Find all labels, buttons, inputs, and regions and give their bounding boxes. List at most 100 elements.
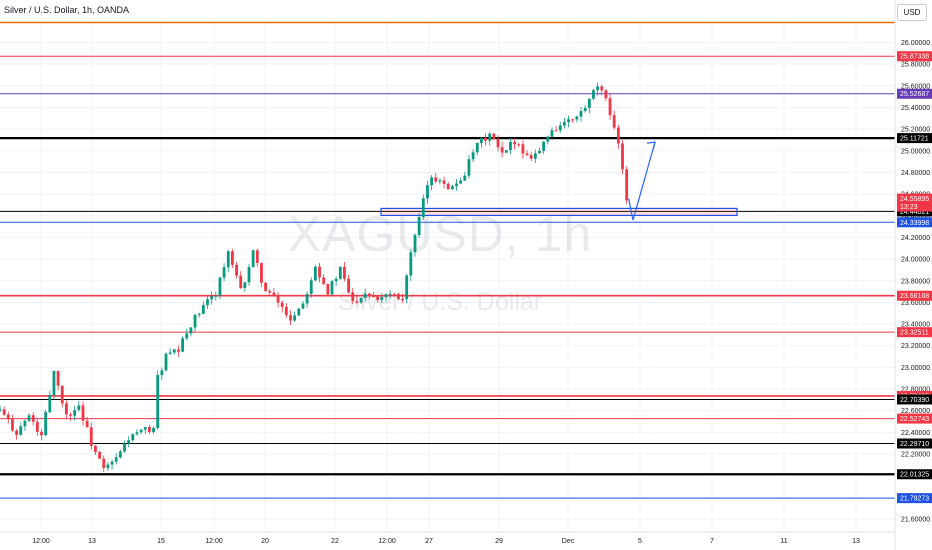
candle-body	[276, 296, 280, 303]
currency-button[interactable]: USD	[897, 4, 927, 21]
candle-body	[251, 250, 255, 268]
price-tag-bg	[897, 413, 932, 424]
candle-body	[110, 461, 114, 465]
price-tag-bg	[897, 133, 932, 144]
candle-body	[231, 251, 234, 265]
candle-body	[446, 183, 450, 190]
candle-body	[77, 405, 81, 410]
candle-body	[434, 177, 438, 182]
candle-body	[193, 314, 197, 328]
candle-body	[355, 301, 359, 303]
price-tick-label: 23.60000	[901, 300, 930, 307]
candle-body	[500, 147, 504, 153]
candle-body	[314, 266, 317, 281]
candle-body	[268, 291, 272, 293]
time-tick-label: 20	[261, 538, 269, 545]
price-tag-bg	[897, 88, 932, 99]
candle-body	[48, 395, 52, 413]
candle-body	[106, 464, 110, 469]
candle-body	[318, 266, 321, 278]
candle-body	[467, 159, 471, 176]
candle-body	[504, 150, 508, 153]
candle-body	[542, 141, 546, 151]
price-tag-label: 23.32511	[900, 330, 929, 337]
time-tick-label: 29	[495, 538, 503, 545]
candle-body	[127, 440, 131, 444]
price-tick-label: 25.60000	[901, 83, 930, 90]
time-tick-label: 15	[157, 538, 165, 545]
candle-body	[289, 315, 292, 321]
candle-body	[517, 144, 521, 146]
candle-body	[102, 458, 106, 469]
candle-body	[172, 349, 176, 353]
candle-body	[98, 451, 101, 459]
candle-body	[81, 405, 85, 421]
candle-body	[567, 119, 570, 123]
candle-body	[19, 426, 23, 435]
candle-body	[305, 293, 309, 304]
time-axis[interactable]: 12:00 13 15 12:00 20 22 12:00 27 29 Dec 5 7 11 13	[0, 531, 895, 545]
candle-body	[338, 266, 342, 279]
price-tick-label: 25.20000	[901, 127, 930, 134]
candle-body	[69, 414, 72, 416]
price-tag-label: 25.87338	[900, 54, 929, 61]
price-tick-label: 23.80000	[901, 278, 930, 285]
arrow-head	[646, 141, 656, 151]
candle-body	[546, 136, 550, 142]
price-tag-bg	[897, 327, 932, 338]
price-tag-label: 25.11721	[900, 136, 929, 143]
candle-body	[417, 217, 421, 235]
candle-body	[235, 264, 238, 276]
price-tag-label: 22.29710	[900, 441, 929, 448]
projection-arrow[interactable]	[628, 141, 656, 221]
candle-body	[612, 115, 616, 128]
price-tick-label: 25.40000	[901, 105, 930, 112]
candle-body	[27, 415, 31, 421]
candle-body	[309, 280, 313, 294]
candle-body	[218, 277, 222, 296]
candle-body	[459, 180, 463, 184]
time-tick-label: Dec	[562, 538, 575, 545]
horizontal-levels	[0, 21, 895, 499]
price-tick-label: 26.00000	[901, 40, 930, 47]
candle-body	[450, 186, 454, 190]
candle-body	[185, 333, 189, 339]
candle-body	[114, 457, 118, 462]
support-zone[interactable]	[380, 207, 738, 217]
price-tag-label: 22.01325	[900, 472, 929, 479]
candle-body	[496, 139, 500, 148]
candle-body	[168, 352, 172, 354]
candle-body	[73, 409, 77, 416]
price-tick-label: 22.60000	[901, 408, 930, 415]
candle-body	[40, 431, 43, 436]
candle-body	[343, 266, 346, 279]
candle-body	[197, 313, 201, 315]
candle-body	[480, 137, 483, 143]
candle-body	[131, 434, 135, 441]
price-tag-label: 25.52687	[900, 91, 929, 98]
price-tick-label: 23.20000	[901, 343, 930, 350]
candle-body	[85, 420, 89, 428]
candle-body	[604, 90, 608, 99]
price-tag-label: 23.66168	[900, 293, 929, 300]
candle-body	[533, 153, 537, 159]
time-tick-label: 22	[331, 538, 339, 545]
candle-body	[11, 418, 14, 431]
price-tick-label: 21.60000	[901, 517, 930, 524]
candle-body	[583, 107, 587, 112]
candle-body	[89, 427, 93, 446]
price-tick-label: 24.00000	[901, 257, 930, 264]
candle-body	[430, 177, 433, 186]
price-tags: 25.87338 25.52687 25.11721 24.44021 24.33998…	[897, 51, 932, 504]
price-tick-label: 22.80000	[901, 387, 930, 394]
time-tick-label: 5	[638, 538, 642, 545]
candle-body	[359, 297, 363, 303]
price-tick-label: 25.00000	[901, 148, 930, 155]
price-axis[interactable]: 21.6000021.8000022.0000022.2000022.40000…	[894, 0, 930, 550]
candle-body	[210, 296, 214, 300]
candle-body	[35, 421, 39, 432]
candle-body	[326, 283, 330, 295]
candle-body	[401, 299, 404, 301]
candle-body	[384, 294, 388, 297]
